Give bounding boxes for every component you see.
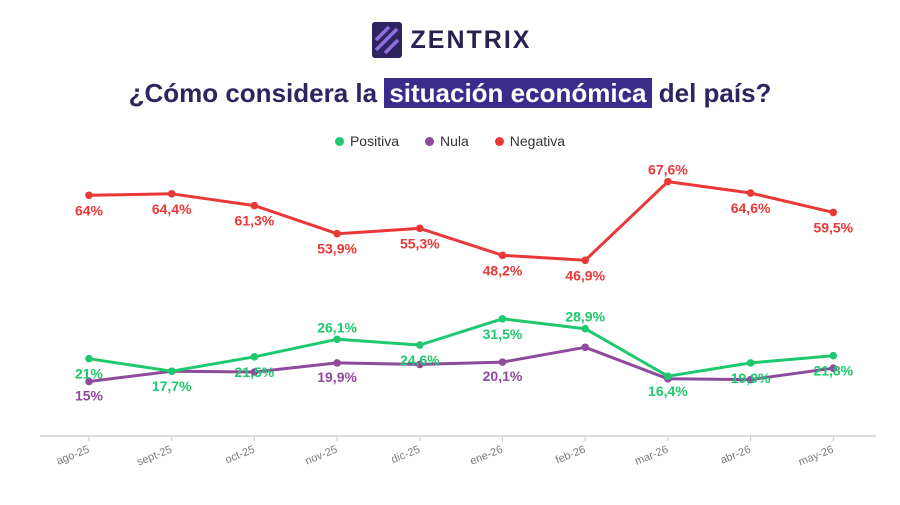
brand-logo: ZENTRIX bbox=[0, 20, 900, 60]
data-point-negativa bbox=[829, 208, 838, 217]
legend-label-positiva: Positiva bbox=[349, 133, 399, 149]
data-point-negativa bbox=[498, 251, 507, 260]
data-label-negativa: 55,3% bbox=[400, 235, 440, 251]
x-tick-label: ene-26 bbox=[468, 444, 504, 468]
x-tick-label: dic-25 bbox=[390, 444, 422, 466]
x-tick-label: sept-25 bbox=[135, 444, 174, 469]
zentrix-logo-icon bbox=[371, 22, 402, 58]
data-label-negativa: 59,5% bbox=[813, 219, 853, 235]
data-point-positiva bbox=[664, 372, 672, 380]
legend-label-nula: Nula bbox=[439, 133, 469, 149]
data-label-positiva: 31,5% bbox=[483, 326, 523, 342]
title-highlight: situación económica bbox=[384, 78, 652, 108]
data-point-nula bbox=[746, 375, 755, 384]
data-label-positiva: 26,1% bbox=[317, 319, 357, 335]
series-line-negativa bbox=[87, 180, 835, 262]
data-point-positiva bbox=[167, 367, 176, 376]
x-tick-label: ago-25 bbox=[55, 444, 91, 468]
data-label-positiva: 21% bbox=[75, 366, 104, 382]
legend-label-negativa: Negativa bbox=[509, 133, 566, 149]
data-label-positiva: 19,9% bbox=[731, 370, 771, 386]
data-point-negativa bbox=[167, 189, 176, 198]
data-point-negativa bbox=[85, 191, 93, 200]
data-label-negativa: 46,9% bbox=[565, 267, 605, 283]
data-point-positiva bbox=[333, 335, 341, 344]
x-tick-label: nov-25 bbox=[304, 444, 340, 468]
series-line-nula bbox=[87, 345, 835, 383]
data-label-negativa: 53,9% bbox=[317, 241, 357, 257]
x-tick-label: mar-26 bbox=[633, 444, 670, 468]
legend-dot-negativa bbox=[494, 136, 504, 146]
data-label-positiva: 24,6% bbox=[400, 352, 440, 368]
data-point-positiva bbox=[498, 315, 507, 323]
data-point-positiva bbox=[85, 354, 93, 363]
data-label-positiva: 16,4% bbox=[648, 383, 688, 399]
data-label-negativa: 64,6% bbox=[731, 200, 771, 216]
legend-item-positiva: Positiva bbox=[334, 133, 399, 149]
data-label-positiva: 21,5% bbox=[235, 364, 275, 380]
data-point-nula bbox=[85, 377, 93, 386]
data-point-negativa bbox=[581, 256, 589, 265]
data-point-negativa bbox=[333, 229, 341, 238]
legend: Positiva Nula Negativa bbox=[0, 133, 900, 149]
data-label-negativa: 48,2% bbox=[483, 262, 523, 278]
x-tick-label: feb-26 bbox=[554, 444, 587, 467]
data-label-nula: 19,9% bbox=[317, 369, 357, 385]
data-label-positiva: 21,8% bbox=[813, 363, 853, 379]
title-prefix: ¿Cómo considera la bbox=[128, 78, 385, 108]
data-point-nula bbox=[498, 358, 507, 366]
data-point-negativa bbox=[416, 224, 424, 233]
data-point-nula bbox=[333, 359, 341, 367]
data-label-negativa: 67,6% bbox=[648, 162, 688, 178]
x-tick-label: oct-25 bbox=[224, 444, 257, 467]
legend-item-negativa: Negativa bbox=[494, 133, 566, 149]
data-label-positiva: 28,9% bbox=[565, 309, 605, 325]
logo-text: ZENTRIX bbox=[410, 25, 532, 54]
data-point-positiva bbox=[416, 341, 424, 349]
legend-item-nula: Nula bbox=[424, 133, 469, 149]
data-point-positiva bbox=[250, 353, 259, 361]
x-tick-label: may-26 bbox=[797, 444, 836, 469]
series-line-positiva bbox=[87, 317, 835, 378]
data-label-negativa: 61,3% bbox=[235, 213, 275, 229]
title-suffix: del país? bbox=[651, 78, 772, 108]
data-label-negativa: 64% bbox=[75, 202, 104, 218]
legend-dot-nula bbox=[424, 136, 434, 146]
data-point-nula bbox=[581, 343, 589, 352]
data-label-nula: 20,1% bbox=[483, 368, 523, 384]
data-point-nula bbox=[416, 360, 424, 369]
data-label-nula: 15% bbox=[75, 388, 104, 404]
data-point-positiva bbox=[581, 324, 589, 333]
data-point-negativa bbox=[250, 201, 259, 210]
x-tick-label: abr-26 bbox=[719, 444, 753, 467]
data-point-negativa bbox=[664, 177, 672, 186]
data-point-nula bbox=[250, 368, 259, 376]
data-point-nula bbox=[829, 364, 838, 373]
data-point-positiva bbox=[829, 351, 838, 360]
legend-dot-positiva bbox=[334, 136, 344, 146]
data-label-positiva: 17,7% bbox=[152, 378, 192, 394]
chart-title: ¿Cómo considera la situación económica d… bbox=[0, 78, 900, 109]
data-point-negativa bbox=[746, 189, 755, 197]
data-label-negativa: 64,4% bbox=[152, 201, 192, 217]
data-point-positiva bbox=[746, 359, 755, 367]
